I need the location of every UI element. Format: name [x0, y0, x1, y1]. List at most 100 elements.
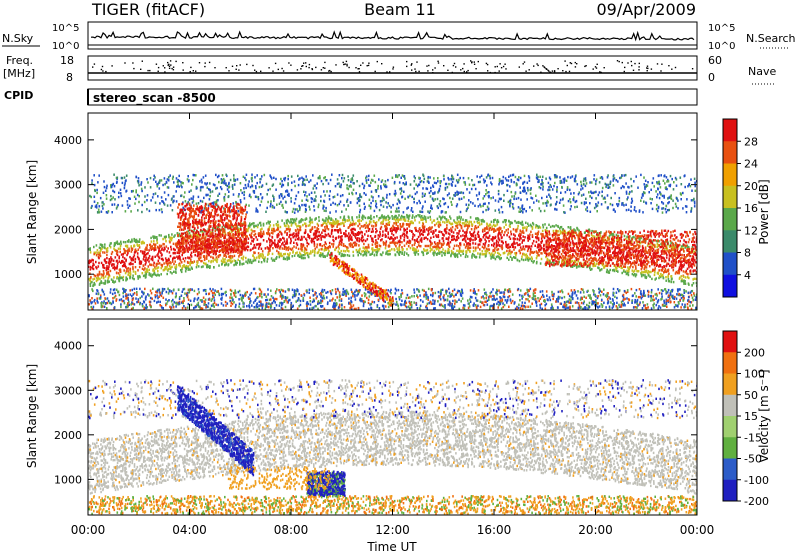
power-echo: [114, 248, 116, 252]
power-echo: [492, 256, 494, 259]
power-echo: [595, 197, 597, 200]
power-echo: [399, 251, 402, 254]
power-echo: [432, 245, 434, 249]
power-echo: [317, 224, 320, 227]
power-echo: [584, 179, 587, 182]
power-echo: [91, 258, 93, 262]
power-echo: [215, 173, 217, 177]
power-echo: [281, 194, 283, 198]
power-echo: [555, 175, 558, 178]
power-echo: [633, 249, 636, 253]
power-echo: [233, 174, 235, 177]
power-echo: [485, 231, 488, 235]
power-echo: [472, 249, 475, 253]
power-echo: [680, 183, 683, 186]
power-echo: [482, 197, 484, 200]
power-echo: [211, 202, 214, 205]
power-echo: [256, 238, 259, 241]
power-echo: [189, 244, 191, 247]
power-echo: [255, 210, 257, 213]
nave-point: [638, 62, 640, 65]
power-echo: [143, 268, 145, 271]
nave-point: [603, 67, 605, 69]
power-echo: [273, 258, 275, 261]
power-echo: [662, 207, 665, 210]
power-echo: [516, 241, 518, 245]
power-echo: [552, 255, 554, 258]
power-echo: [439, 181, 442, 185]
power-echo: [521, 239, 524, 242]
power-echo: [666, 187, 668, 191]
power-echo: [619, 176, 621, 180]
power-echo: [473, 183, 476, 187]
power-echo: [457, 192, 459, 196]
power-echo: [239, 262, 241, 265]
power-echo: [482, 228, 484, 232]
power-echo: [392, 241, 394, 244]
power-echo: [367, 243, 370, 247]
power-echo: [540, 232, 542, 236]
power-echo: [368, 223, 371, 226]
power-echo: [465, 234, 467, 237]
power-echo: [621, 174, 623, 177]
power-echo: [444, 188, 447, 191]
power-echo: [154, 176, 156, 179]
power-echo: [411, 214, 414, 217]
power-echo: [485, 189, 487, 192]
power-echo: [684, 271, 687, 274]
power-echo: [443, 251, 445, 255]
power-echo: [371, 239, 373, 242]
power-echo: [398, 200, 401, 203]
power-echo: [576, 228, 579, 231]
power-echo: [422, 180, 425, 184]
power-echo: [497, 192, 500, 196]
power-echo: [392, 226, 395, 229]
power-echo: [346, 198, 349, 201]
power-echo: [694, 269, 696, 272]
power-echo: [201, 181, 203, 184]
power-echo: [631, 197, 633, 201]
power-echo: [273, 242, 276, 245]
power-echo: [545, 240, 547, 243]
power-echo: [585, 243, 588, 246]
power-echo: [502, 175, 505, 179]
power-echo: [232, 202, 235, 205]
power-echo: [488, 228, 490, 232]
power-echo: [378, 244, 381, 247]
power-echo: [149, 243, 152, 246]
power-echo: [158, 274, 160, 277]
power-echo: [404, 197, 406, 200]
power-echo: [229, 256, 231, 259]
power-echo: [562, 230, 564, 233]
power-echo: [435, 252, 438, 256]
power-echo: [693, 177, 696, 180]
power-echo: [685, 211, 688, 214]
power-echo: [257, 255, 260, 258]
power-echo: [566, 188, 569, 191]
power-echo: [564, 191, 567, 194]
power-echo: [527, 222, 529, 225]
power-echo: [507, 253, 509, 256]
power-echo: [368, 250, 370, 254]
power-echo: [556, 200, 558, 204]
power-echo: [131, 240, 133, 243]
power-echo: [463, 223, 466, 226]
power-echo: [543, 235, 545, 238]
power-echo: [289, 221, 291, 224]
nave-point: [198, 62, 201, 64]
power-echo: [369, 253, 371, 256]
power-echo: [449, 217, 452, 220]
power-echo: [522, 223, 524, 226]
power-echo: [527, 247, 530, 251]
power-echo: [421, 192, 424, 195]
power-echo: [105, 186, 108, 190]
power-echo: [601, 176, 603, 179]
power-echo: [341, 222, 344, 225]
power-echo: [293, 211, 296, 214]
power-echo: [376, 215, 378, 218]
power-echo: [181, 181, 183, 184]
power-echo: [580, 250, 582, 254]
power-echo: [301, 176, 303, 179]
power-echo: [162, 237, 164, 241]
power-echo: [547, 247, 550, 250]
